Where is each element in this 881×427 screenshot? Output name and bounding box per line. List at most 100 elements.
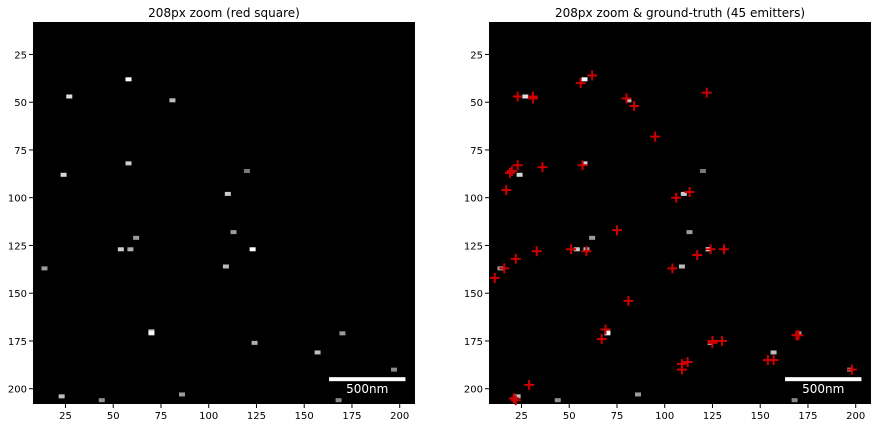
x-tick-label: 100 [655,411,674,422]
emitter-marker [566,244,577,255]
spot [589,235,596,240]
spot-layer [41,77,397,403]
scale-bar-label: 500nm [346,382,388,396]
spot [686,230,693,235]
y-tick-label: 100 [464,194,483,205]
y-tick-label: 25 [14,50,27,61]
x-tick-label: 75 [155,411,168,422]
spot [66,94,73,99]
spot [222,264,229,269]
y-tick-label: 150 [8,289,27,300]
x-tick-label: 50 [563,411,576,422]
y-tick-label: 150 [464,289,483,300]
x-tick-label: 100 [199,411,218,422]
emitter-marker [596,334,607,345]
y-tick-label: 50 [14,98,27,109]
y-tick-label: 25 [470,50,483,61]
emitter-marker [846,364,857,375]
spot [554,398,561,403]
y-axis: 25 50 75 100 125 150 175 200 [8,50,33,396]
emitter-marker [623,295,634,306]
spot [680,191,687,196]
panel-title: 208px zoom & ground-truth (45 emitters) [555,6,805,20]
spot [581,77,588,82]
y-tick-label: 75 [470,146,483,157]
spot [699,168,706,173]
y-tick-label: 125 [464,241,483,252]
emitter-marker [682,356,693,367]
emitter-marker [600,324,611,335]
scale-bar-line [329,377,406,382]
y-axis: 25 50 75 100 125 150 175 200 [464,50,489,396]
spot [522,94,529,99]
emitter-marker [718,244,729,255]
x-tick-label: 200 [390,411,409,422]
spot [573,247,580,252]
emitter-marker [508,393,519,404]
spot [133,235,140,240]
emitter-marker [577,160,588,171]
spot [148,329,155,334]
emitter-marker [501,185,512,196]
x-axis: 25 50 75 100 125 150 175 200 [515,404,865,422]
emitter-marker [667,263,678,274]
x-tick-label: 75 [611,411,624,422]
spot [678,264,685,269]
spot [127,247,134,252]
emitter-marker [701,87,712,98]
scale-bar: 500nm [785,377,862,396]
y-tick-label: 50 [470,98,483,109]
emitter-marker [705,244,716,255]
spot [243,168,250,173]
emitter-marker [650,131,661,142]
spot [335,398,342,403]
scale-bar-label: 500nm [802,382,844,396]
emitter-marker [692,250,703,261]
x-axis: 25 50 75 100 125 150 175 200 [59,404,409,422]
panel-title: 208px zoom (red square) [148,6,300,20]
y-tick-label: 200 [464,385,483,396]
spot [178,392,185,397]
x-tick-label: 25 [59,411,72,422]
scale-bar: 500nm [329,377,406,396]
emitter-marker [768,355,779,366]
emitter-marker [793,330,804,341]
emitter-markers [489,70,857,406]
x-tick-label: 150 [751,411,770,422]
panel-left: 208px zoom (red square) 500nm 25 50 75 100 1… [8,6,415,422]
x-tick-label: 50 [107,411,120,422]
spot [514,394,521,399]
image-area [489,22,871,404]
emitter-marker [707,335,718,346]
emitter-marker [611,225,622,236]
spot [791,398,798,403]
spot [249,247,256,252]
emitter-marker [512,91,523,102]
y-tick-label: 75 [14,146,27,157]
spot [117,247,124,252]
spot [516,172,523,177]
emitter-marker [524,379,535,390]
spot [41,266,48,271]
spot [625,98,632,103]
emitter-marker [512,160,523,171]
scale-bar-line [785,377,862,382]
emitter-marker [510,253,521,264]
spot [98,398,105,403]
y-tick-label: 125 [8,241,27,252]
spot [604,329,611,334]
emitter-marker [499,263,510,274]
spot [581,161,588,166]
y-tick-label: 200 [8,385,27,396]
spot [169,98,176,103]
x-tick-label: 150 [295,411,314,422]
emitter-marker [531,246,542,257]
y-tick-label: 100 [8,194,27,205]
x-tick-label: 125 [247,411,266,422]
x-tick-label: 175 [798,411,817,422]
spot [634,392,641,397]
emitter-marker [629,101,640,112]
x-tick-label: 25 [515,411,528,422]
spot [770,350,777,355]
